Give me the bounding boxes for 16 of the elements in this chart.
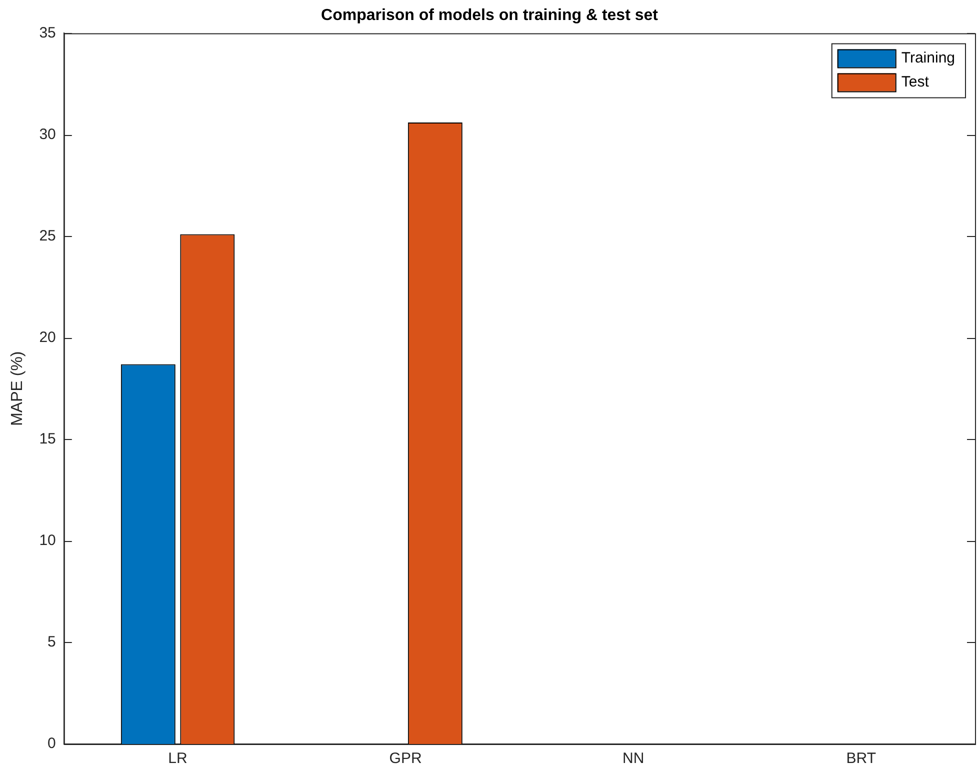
y-tick-label: 20 xyxy=(39,328,56,346)
y-tick-label: 5 xyxy=(48,634,56,651)
y-tick-label: 10 xyxy=(39,532,56,550)
y-tick-label: 15 xyxy=(39,430,56,448)
x-tick-label: GPR xyxy=(389,750,422,768)
legend-label: Test xyxy=(901,73,930,90)
y-tick-label: 35 xyxy=(39,24,56,42)
chart-title: Comparison of models on training & test set xyxy=(321,7,659,24)
y-tick-label: 30 xyxy=(39,126,56,143)
y-axis-title: MAPE (%) xyxy=(9,351,26,426)
y-tick-label: 0 xyxy=(48,735,56,752)
legend-label: Training xyxy=(901,49,956,66)
x-tick-label: NN xyxy=(622,750,644,768)
y-tick-label: 25 xyxy=(39,227,56,244)
x-tick-label: BRT xyxy=(846,750,876,768)
x-tick-label: LR xyxy=(168,750,188,768)
